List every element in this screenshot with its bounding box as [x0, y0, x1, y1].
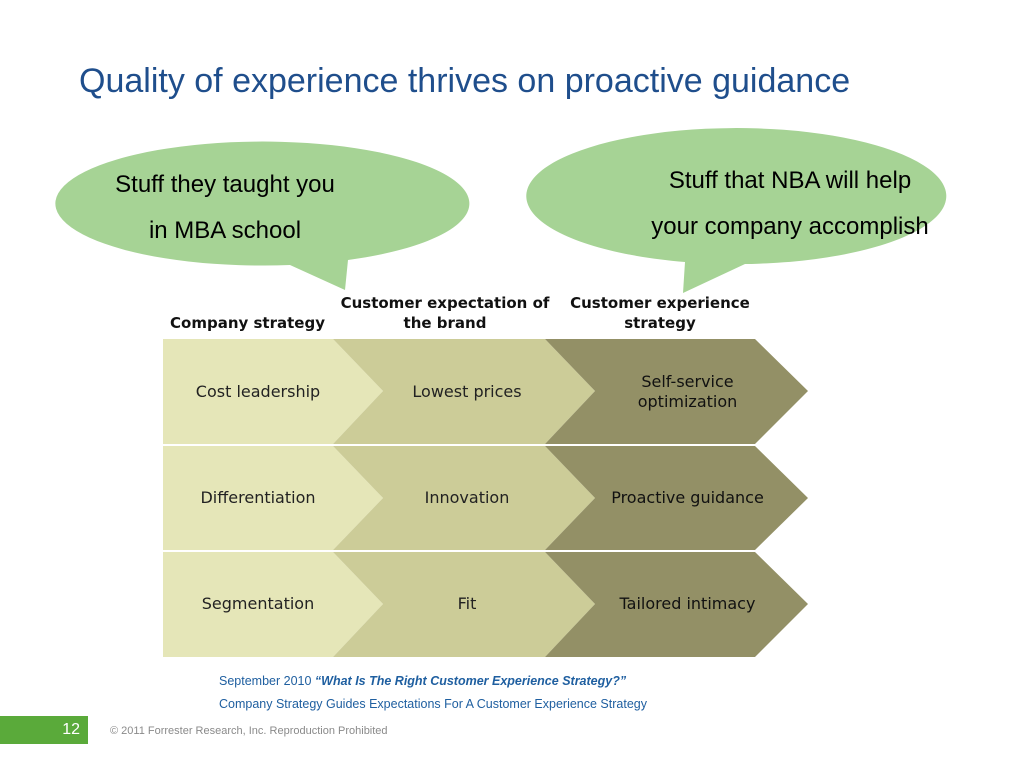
right-bubble-line-1: Stuff that NBA will help	[668, 167, 912, 194]
cell-tailored-intimacy: Tailored intimacy	[619, 594, 756, 613]
cell-segmentation: Segmentation	[201, 594, 315, 613]
row-3-col-1-shape	[163, 552, 383, 657]
figure-caption: Company Strategy Guides Expectations For…	[219, 697, 647, 711]
row-1-col-1-shape	[163, 339, 383, 444]
cell-differentiation: Differentiation	[200, 488, 316, 507]
right-speech-bubble	[526, 128, 947, 293]
row-1-col-3-shape	[545, 339, 808, 444]
right-bubble-text: Stuff that NBA will help your company ac…	[610, 158, 970, 250]
cell-lowest-prices: Lowest prices	[412, 382, 522, 401]
header-customer-expectation: Customer expectation of the brand	[340, 294, 550, 332]
copyright-notice: © 2011 Forrester Research, Inc. Reproduc…	[110, 725, 388, 737]
header-company-strategy: Company strategy	[170, 314, 325, 332]
cell-fit: Fit	[457, 594, 477, 613]
row-1-col-2-shape	[333, 339, 595, 444]
row-3-col-2-shape	[333, 552, 595, 657]
page-number-bar	[0, 716, 88, 744]
cell-self-service-optimization-text: Self-service optimization	[637, 372, 738, 411]
row-3-shapes	[163, 552, 808, 657]
row-2-col-2-shape	[333, 446, 595, 550]
row-2-shapes	[163, 446, 808, 550]
left-bubble-text: Stuff they taught you in MBA school	[60, 162, 390, 254]
cell-cost-leadership: Cost leadership	[195, 382, 321, 401]
cell-innovation: Innovation	[424, 488, 510, 507]
row-2-col-3-shape	[545, 446, 808, 550]
slide-title: Quality of experience thrives on proacti…	[79, 62, 851, 100]
cell-self-service-optimization: Self-service optimization	[585, 340, 790, 444]
row-1-shapes	[163, 339, 808, 444]
right-bubble-line-2: your company accomplish	[651, 213, 929, 240]
source-date: September 2010	[219, 674, 312, 688]
left-bubble-line-2: in MBA school	[148, 217, 302, 244]
header-customer-experience-strategy: Customer experience strategy	[570, 294, 750, 332]
row-2-col-1-shape	[163, 446, 383, 550]
left-speech-bubble	[55, 141, 470, 290]
row-3-col-3-shape	[545, 552, 808, 657]
cell-proactive-guidance: Proactive guidance	[611, 488, 764, 507]
source-citation: September 2010 “What Is The Right Custom…	[219, 674, 626, 688]
left-bubble-line-1: Stuff they taught you	[115, 171, 335, 198]
source-report-title: “What Is The Right Customer Experience S…	[314, 674, 627, 688]
page-number: 12	[62, 721, 80, 738]
